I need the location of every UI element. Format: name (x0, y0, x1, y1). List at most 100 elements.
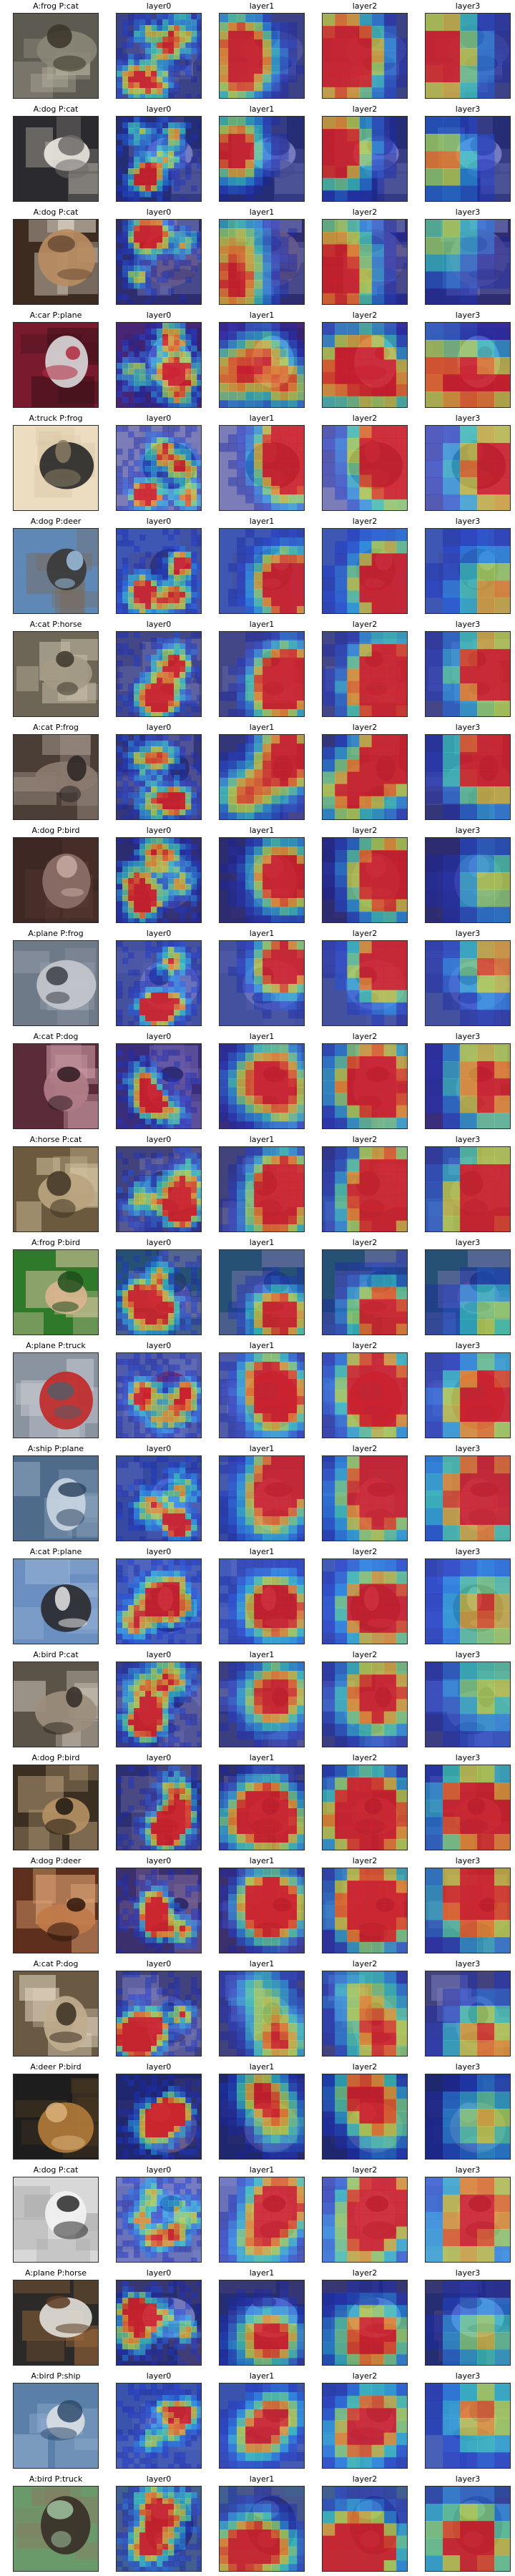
layer-title: layer1 (212, 826, 312, 836)
layer-title: layer0 (109, 1032, 209, 1042)
heatmap-panel-layer1: layer1 (219, 824, 305, 924)
layer-title: layer3 (418, 723, 515, 733)
heatmap-graphic (117, 1044, 202, 1129)
input-photo (13, 2486, 99, 2572)
gradcam-heatmap (425, 1352, 511, 1438)
heatmap-graphic (117, 2074, 202, 2160)
gradcam-heatmap (116, 1249, 202, 1335)
heatmap-panel-layer3: layer3 (425, 824, 511, 924)
heatmap-panel-layer2: layer2 (322, 515, 408, 615)
gradcam-heatmap (116, 1558, 202, 1644)
photo-graphic (14, 838, 99, 923)
heatmap-panel-layer3: layer3 (425, 1340, 511, 1440)
heatmap-panel-layer2: layer2 (322, 2061, 408, 2161)
figure-row: A:plane P:horse layer0 layer1 layer2 layer3 (0, 2267, 515, 2370)
heatmap-panel-layer3: layer3 (425, 1236, 511, 1337)
heatmap-panel-layer0: layer0 (116, 1443, 202, 1543)
gradcam-heatmap (425, 13, 511, 99)
gradcam-heatmap (116, 528, 202, 614)
figure-row: A:deer P:bird layer0 layer1 layer2 layer3 (0, 2061, 515, 2164)
layer-title: layer1 (212, 1135, 312, 1145)
input-photo (13, 425, 99, 511)
figure-row: A:car P:plane layer0 layer1 layer2 layer3 (0, 309, 515, 412)
heatmap-graphic (426, 2384, 511, 2469)
input-image-panel: A:cat P:dog (13, 1030, 99, 1131)
gradcam-heatmap (116, 2486, 202, 2572)
actual-predicted-label: A:cat P:dog (6, 1959, 106, 1969)
layer-title: layer3 (418, 208, 515, 218)
figure-row: A:dog P:deer layer0 layer1 layer2 layer3 (0, 1855, 515, 1958)
heatmap-graphic (323, 1353, 408, 1438)
gradcam-heatmap (219, 1971, 305, 2057)
layer-title: layer1 (212, 2371, 312, 2381)
layer-title: layer2 (315, 826, 415, 836)
layer-title: layer0 (109, 1, 209, 11)
input-image-panel: A:dog P:bird (13, 824, 99, 924)
gradcam-heatmap (219, 1249, 305, 1335)
heatmap-panel-layer0: layer0 (116, 1649, 202, 1749)
gradcam-heatmap (425, 837, 511, 923)
input-photo (13, 2280, 99, 2366)
heatmap-panel-layer0: layer0 (116, 412, 202, 512)
heatmap-graphic (426, 838, 511, 923)
heatmap-graphic (220, 1147, 305, 1232)
photo-graphic (14, 14, 99, 99)
layer-title: layer3 (418, 1135, 515, 1145)
layer-title: layer2 (315, 414, 415, 424)
heatmap-graphic (220, 14, 305, 99)
heatmap-panel-layer0: layer0 (116, 2164, 202, 2264)
layer-title: layer1 (212, 414, 312, 424)
layer-title: layer2 (315, 1959, 415, 1969)
layer-title: layer2 (315, 1547, 415, 1557)
input-image-panel: A:truck P:frog (13, 412, 99, 512)
heatmap-panel-layer3: layer3 (425, 618, 511, 718)
layer-title: layer2 (315, 1, 415, 11)
layer-title: layer0 (109, 1238, 209, 1248)
heatmap-panel-layer3: layer3 (425, 103, 511, 203)
heatmap-panel-layer0: layer0 (116, 0, 202, 100)
figure-row: A:bird P:truck layer0 layer1 layer2 layer3 (0, 2473, 515, 2576)
input-photo (13, 1558, 99, 1644)
heatmap-graphic (323, 426, 408, 511)
heatmap-panel-layer1: layer1 (219, 2473, 305, 2573)
figure-row: A:truck P:frog layer0 layer1 layer2 layer3 (0, 412, 515, 515)
heatmap-graphic (220, 1456, 305, 1541)
layer-title: layer0 (109, 1650, 209, 1660)
gradcam-heatmap (219, 1662, 305, 1747)
input-image-panel: A:frog P:bird (13, 1236, 99, 1337)
heatmap-panel-layer1: layer1 (219, 412, 305, 512)
figure-row: A:frog P:cat layer0 layer1 layer2 layer3 (0, 0, 515, 103)
heatmap-panel-layer1: layer1 (219, 1855, 305, 1955)
heatmap-graphic (117, 323, 202, 408)
input-photo (13, 1455, 99, 1541)
actual-predicted-label: A:truck P:frog (6, 414, 106, 424)
layer-title: layer3 (418, 2062, 515, 2072)
heatmap-panel-layer2: layer2 (322, 1340, 408, 1440)
figure-row: A:bird P:ship layer0 layer1 layer2 layer3 (0, 2370, 515, 2473)
figure-row: A:bird P:cat layer0 layer1 layer2 layer3 (0, 1649, 515, 1752)
gradcam-heatmap (116, 322, 202, 408)
gradcam-heatmap (322, 528, 408, 614)
heatmap-panel-layer2: layer2 (322, 927, 408, 1028)
heatmap-graphic (117, 838, 202, 923)
gradcam-heatmap (322, 631, 408, 717)
actual-predicted-label: A:cat P:plane (6, 1547, 106, 1557)
actual-predicted-label: A:dog P:cat (6, 2165, 106, 2175)
layer-title: layer2 (315, 208, 415, 218)
gradcam-heatmap (219, 1043, 305, 1129)
heatmap-panel-layer3: layer3 (425, 206, 511, 306)
input-image-panel: A:dog P:cat (13, 103, 99, 203)
heatmap-graphic (426, 2074, 511, 2160)
gradcam-heatmap (219, 1455, 305, 1541)
heatmap-graphic (117, 2280, 202, 2366)
gradcam-heatmap (425, 1765, 511, 1850)
gradcam-heatmap (219, 940, 305, 1026)
heatmap-graphic (220, 1559, 305, 1644)
layer-title: layer0 (109, 1135, 209, 1145)
gradcam-heatmap (116, 1146, 202, 1232)
photo-graphic (14, 2177, 99, 2263)
heatmap-panel-layer0: layer0 (116, 1752, 202, 1852)
layer-title: layer3 (418, 1856, 515, 1866)
gradcam-heatmap (116, 2074, 202, 2160)
heatmap-panel-layer2: layer2 (322, 2164, 408, 2264)
